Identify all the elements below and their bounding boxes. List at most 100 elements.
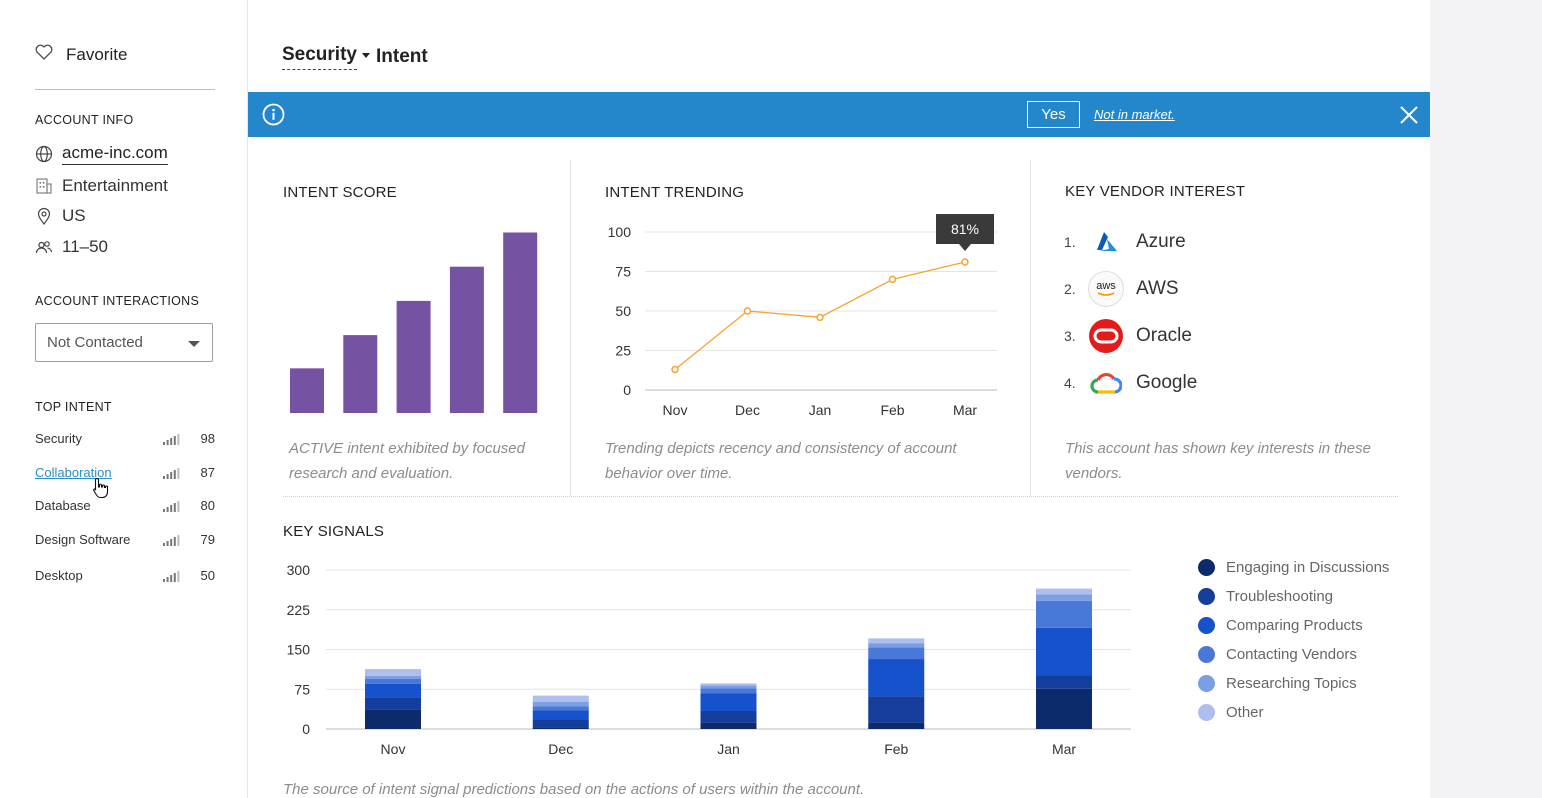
domain-link[interactable]: acme-inc.com	[62, 143, 168, 165]
vendor-name: Oracle	[1136, 325, 1192, 346]
divider	[570, 160, 571, 496]
stacked-bar-segment	[868, 722, 925, 729]
legend-item[interactable]: Troubleshooting	[1198, 588, 1333, 605]
x-tick-label: Dec	[548, 741, 573, 757]
stacked-bar-segment	[868, 696, 925, 723]
legend-swatch	[1198, 588, 1215, 605]
y-tick-label: 50	[615, 303, 631, 319]
divider	[1030, 160, 1031, 496]
favorite-button[interactable]: Favorite	[35, 44, 127, 65]
legend-item[interactable]: Contacting Vendors	[1198, 646, 1357, 663]
signal-strength-icon	[163, 432, 181, 445]
intent-value: 79	[200, 532, 215, 547]
divider	[283, 496, 1398, 497]
vendor-item: 1. Azure	[1064, 224, 1186, 260]
vendor-rank: 1.	[1064, 234, 1076, 250]
interaction-status-value: Not Contacted	[47, 334, 143, 351]
key-vendor-note: This account has shown key interests in …	[1065, 440, 1371, 482]
legend-item[interactable]: Other	[1198, 704, 1264, 721]
legend-item[interactable]: Engaging in Discussions	[1198, 559, 1389, 576]
page-title: Security Intent	[282, 44, 428, 70]
page-background	[1430, 0, 1542, 798]
stacked-bar-segment	[1036, 688, 1092, 729]
vendor-rank: 4.	[1064, 375, 1076, 391]
domain-row: acme-inc.com	[35, 143, 168, 165]
stacked-bar-segment	[700, 685, 757, 689]
signal-strength-icon	[163, 466, 181, 479]
y-tick-label: 75	[615, 264, 631, 280]
x-tick-label: Feb	[880, 402, 904, 418]
interaction-status-select[interactable]: Not Contacted	[35, 323, 213, 362]
intent-label: Security	[35, 431, 82, 446]
stacked-bar-segment	[532, 727, 589, 729]
stacked-bar-segment	[1036, 627, 1092, 676]
stacked-bar-segment	[532, 701, 589, 707]
legend-label: Contacting Vendors	[1226, 646, 1357, 663]
page-subtitle: Intent	[375, 46, 428, 67]
y-tick-label: 225	[287, 602, 311, 618]
intent-score-note: ACTIVE intent exhibited by focused resea…	[289, 440, 525, 482]
banner-message: Improve the accuracy of this signal by c…	[297, 12, 1022, 31]
intent-link-collaboration[interactable]: Collaboration	[35, 465, 112, 480]
yes-button[interactable]: Yes	[1027, 101, 1080, 128]
info-icon	[262, 103, 285, 131]
tooltip-box	[936, 214, 994, 245]
key-signals-chart: 0 75 150 225 300 Nov Dec Jan Feb Mar	[287, 562, 1131, 757]
vendor-item: 3. Oracle	[1064, 318, 1192, 354]
stacked-bar-segment	[365, 678, 421, 684]
legend-label: Other	[1226, 704, 1264, 721]
x-tick-label: Feb	[884, 741, 908, 757]
caret-down-icon	[361, 52, 370, 58]
vendor-name: AWS	[1136, 278, 1179, 299]
score-bar	[396, 300, 431, 413]
globe-icon	[35, 145, 53, 163]
stacked-bar-segment	[868, 643, 925, 648]
legend-item[interactable]: Comparing Products	[1198, 617, 1363, 634]
chevron-down-icon	[188, 341, 200, 347]
location-pin-icon	[35, 207, 53, 225]
intent-score-chart	[290, 232, 538, 413]
hand-cursor-icon	[92, 477, 110, 504]
x-tick-label: Jan	[717, 741, 740, 757]
x-tick-label: Nov	[663, 402, 688, 418]
heart-icon	[35, 44, 53, 65]
legend-label: Troubleshooting	[1226, 588, 1334, 605]
score-bar	[449, 266, 484, 413]
trend-tooltip: 81%	[936, 214, 994, 252]
intent-value: 98	[200, 431, 215, 446]
trend-point	[743, 307, 752, 315]
legend-item[interactable]: Researching Topics	[1198, 675, 1357, 692]
country-text: US	[62, 206, 86, 225]
intent-value: 87	[200, 465, 215, 480]
stacked-bar-segment	[532, 719, 589, 728]
category-dropdown[interactable]: Security	[282, 44, 357, 70]
intent-label: Database	[35, 498, 91, 513]
stacked-bar-segment	[1036, 675, 1092, 689]
legend-swatch	[1198, 704, 1215, 721]
close-icon[interactable]	[1398, 104, 1420, 126]
y-tick-label: 0	[623, 382, 631, 398]
key-signals-note: The source of intent signal predictions …	[283, 781, 865, 798]
key-vendor-heading: KEY VENDOR INTEREST	[1065, 183, 1246, 200]
stacked-bar-segment	[365, 709, 421, 729]
azure-logo-icon	[1088, 224, 1124, 260]
people-icon	[35, 238, 53, 256]
signal-strength-icon	[163, 569, 181, 582]
stacked-bar-segment	[365, 683, 421, 698]
y-tick-label: 300	[287, 562, 311, 578]
account-info-heading: ACCOUNT INFO	[35, 113, 134, 127]
legend-swatch	[1198, 617, 1215, 634]
legend-swatch	[1198, 559, 1215, 576]
intent-trending-chart: 0 25 50 75 100 Nov Dec Jan Feb Mar 81%	[608, 214, 997, 418]
intent-trending-note: Trending depicts recency and consistency…	[605, 440, 957, 482]
not-in-market-link[interactable]: Not in market.	[1094, 107, 1175, 122]
trend-point	[671, 365, 679, 374]
page: Favorite ACCOUNT INFO acme-inc.com Enter…	[0, 0, 1430, 798]
x-tick-label: Dec	[735, 402, 760, 418]
trend-point	[961, 258, 969, 266]
employees-row: 11–50	[35, 237, 108, 257]
x-tick-label: Mar	[1052, 741, 1076, 757]
vendor-name: Google	[1136, 372, 1198, 393]
sidebar: Favorite ACCOUNT INFO acme-inc.com Enter…	[0, 0, 248, 798]
intent-value: 80	[200, 498, 215, 513]
